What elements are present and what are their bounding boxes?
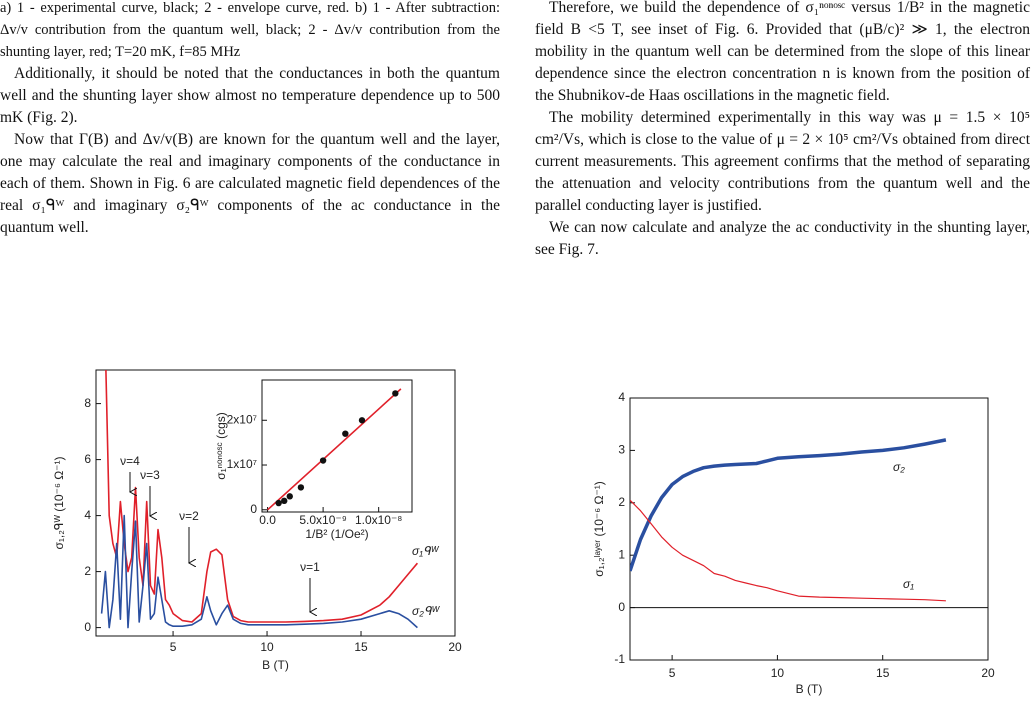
annotation: ν=3 — [140, 468, 160, 482]
x-tick-label: 5 — [170, 640, 177, 654]
series-line — [630, 438, 947, 572]
series-label: σ₁ᑫᵂ — [412, 544, 440, 558]
plot-frame — [629, 397, 989, 661]
data-point — [392, 390, 399, 397]
annotation: ν=4 — [120, 454, 140, 468]
x-tick-label: 10 — [260, 640, 274, 654]
y-tick-label: 3 — [618, 443, 625, 457]
x-axis-label: 1/B² (1/Oe²) — [305, 527, 368, 541]
y-tick-label: 8 — [84, 396, 91, 410]
y-axis-label: σ₁,₂ᑫᵂ (10⁻⁶ Ω⁻¹) — [52, 456, 66, 549]
x-tick-label: 20 — [448, 640, 462, 654]
y-tick-label: 1 — [618, 547, 625, 561]
series-line — [105, 370, 419, 623]
x-tick-label: 1.0x10⁻⁸ — [355, 513, 402, 527]
data-point — [286, 493, 293, 500]
left-column: a) 1 - experimental curve, black; 2 - en… — [0, 0, 500, 239]
x-tick-label: 5.0x10⁻⁹ — [299, 513, 347, 527]
data-point — [319, 457, 327, 464]
y-tick-label: 2x10⁷ — [227, 412, 257, 426]
data-point — [342, 430, 349, 437]
series-line — [100, 514, 418, 629]
y-tick-label: 1x10⁷ — [227, 457, 257, 471]
fit-line — [267, 388, 402, 511]
y-tick-label: 4 — [84, 508, 91, 522]
y-tick-label: 6 — [84, 452, 91, 466]
paragraph: Therefore, we build the dependence of σ₁… — [535, 0, 1030, 104]
y-tick-label: -1 — [614, 652, 625, 666]
right-column: Therefore, we build the dependence of σ₁… — [535, 0, 1030, 261]
series-line — [630, 499, 946, 602]
paragraph: The mobility determined experimentally i… — [535, 109, 1030, 214]
y-axis-label: σ₁ⁿᵒⁿᵒˢᶜ (cgs) — [214, 412, 228, 480]
x-axis-label: B (T) — [796, 682, 823, 696]
x-tick-label: 15 — [876, 666, 890, 680]
x-tick-label: 20 — [981, 666, 995, 680]
series-label: σ₁ — [903, 577, 914, 591]
y-axis-label: σ₁,₂ˡᵃʸᵉʳ (10⁻⁶ Ω⁻¹) — [592, 481, 606, 577]
data-point — [281, 497, 288, 505]
data-point — [358, 417, 366, 424]
y-tick-label: 2 — [84, 564, 91, 578]
data-point — [297, 484, 305, 491]
y-tick-label: 0 — [84, 620, 91, 634]
y-tick-label: 2 — [618, 495, 625, 509]
x-axis-label: B (T) — [262, 658, 289, 672]
x-tick-label: 10 — [771, 666, 785, 680]
y-tick-label: 0 — [250, 502, 257, 516]
series-label: σ₂ᑫᵂ — [412, 604, 440, 618]
y-tick-label: 0 — [618, 600, 625, 614]
paragraph: We can now calculate and analyze the ac … — [535, 219, 1030, 258]
paragraph: Now that Γ(B) and Δv/v(B) are known for … — [0, 131, 500, 236]
x-tick-label: 5 — [669, 666, 676, 680]
annotation: ν=1 — [300, 560, 320, 574]
caption: a) 1 - experimental curve, black; 2 - en… — [0, 0, 500, 60]
data-point — [275, 499, 282, 507]
y-tick-label: 4 — [618, 390, 625, 404]
annotation: ν=2 — [179, 509, 199, 523]
x-tick-label: 15 — [354, 640, 368, 654]
paragraph: Additionally, it should be noted that th… — [0, 65, 500, 126]
series-label: σ₂ — [893, 460, 905, 474]
x-tick-label: 0.0 — [259, 513, 276, 527]
